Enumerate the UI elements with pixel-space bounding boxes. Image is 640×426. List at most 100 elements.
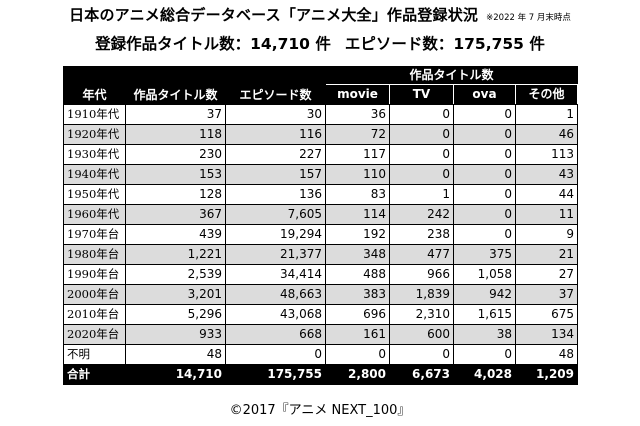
cell-titles: 367 [125,204,226,225]
cell-movie: 110 [325,164,390,185]
table-row: 2000年台 3,201 48,663 383 1,839 942 37 [63,284,579,305]
table-row: 1930年代 230 227 117 0 0 113 [63,144,579,165]
cell-movie: 117 [325,144,390,165]
header-group-titles: 作品タイトル数 [324,66,579,85]
cell-era: 不明 [63,344,126,365]
cell-movie: 2,800 [325,364,390,385]
cell-ova: 375 [453,244,516,265]
cell-era: 1940年代 [63,164,126,185]
cell-tv: 477 [389,244,454,265]
cell-era: 1920年代 [63,124,126,145]
table-row: 1970年台 439 19,294 192 238 0 9 [63,224,579,245]
summary-episodes: エピソード数：175,755 件 [344,35,545,53]
cell-movie: 161 [325,324,390,345]
cell-tv: 0 [389,104,454,125]
cell-tv: 0 [389,344,454,365]
cell-other: 1 [514,104,579,125]
header-titles: 作品タイトル数 [125,66,226,105]
cell-other: 37 [514,284,579,305]
cell-episodes: 0 [225,344,326,365]
cell-ova: 0 [453,184,516,205]
cell-tv: 1,839 [389,284,454,305]
header-tv: TV [389,84,454,105]
cell-era: 1930年代 [63,144,126,165]
title-row: 日本のアニメ総合データベース「アニメ大全」作品登録状況 ※2022 年 7 月末時… [0,4,640,26]
table-body: 1910年代 37 30 36 0 0 1 1920年代 118 116 72 … [63,104,579,385]
stats-table: 年代 作品タイトル数 エピソード数 作品タイトル数 movie TV ova そ… [63,66,579,385]
cell-era: 1990年台 [63,264,126,285]
cell-era: 1970年台 [63,224,126,245]
cell-episodes: 175,755 [225,364,326,385]
cell-ova: 1,058 [453,264,516,285]
cell-movie: 36 [325,104,390,125]
cell-episodes: 48,663 [225,284,326,305]
cell-titles: 2,539 [125,264,226,285]
cell-titles: 14,710 [125,364,226,385]
cell-titles: 439 [125,224,226,245]
cell-ova: 38 [453,324,516,345]
table-row: 2010年台 5,296 43,068 696 2,310 1,615 675 [63,304,579,325]
cell-episodes: 34,414 [225,264,326,285]
summary-titles: 登録作品タイトル数：14,710 件 [95,35,331,53]
cell-titles: 37 [125,104,226,125]
cell-titles: 3,201 [125,284,226,305]
cell-tv: 600 [389,324,454,345]
cell-episodes: 157 [225,164,326,185]
cell-titles: 1,221 [125,244,226,265]
cell-movie: 348 [325,244,390,265]
table-row: 1910年代 37 30 36 0 0 1 [63,104,579,125]
cell-episodes: 43,068 [225,304,326,325]
cell-other: 134 [514,324,579,345]
cell-other: 46 [514,124,579,145]
cell-tv: 6,673 [389,364,454,385]
cell-tv: 242 [389,204,454,225]
cell-other: 113 [514,144,579,165]
cell-titles: 5,296 [125,304,226,325]
cell-other: 44 [514,184,579,205]
cell-era: 1950年代 [63,184,126,205]
cell-ova: 0 [453,104,516,125]
cell-movie: 83 [325,184,390,205]
cell-movie: 192 [325,224,390,245]
cell-era: 1910年代 [63,104,126,125]
table-row: 1990年台 2,539 34,414 488 966 1,058 27 [63,264,579,285]
cell-episodes: 21,377 [225,244,326,265]
cell-ova: 0 [453,224,516,245]
cell-movie: 383 [325,284,390,305]
cell-ova: 0 [453,344,516,365]
cell-tv: 1 [389,184,454,205]
header-episodes: エピソード数 [225,66,326,105]
cell-era: 2000年台 [63,284,126,305]
cell-tv: 0 [389,164,454,185]
cell-tv: 238 [389,224,454,245]
cell-ova: 0 [453,164,516,185]
table-row: 1980年台 1,221 21,377 348 477 375 21 [63,244,579,265]
cell-titles: 118 [125,124,226,145]
cell-other: 21 [514,244,579,265]
cell-episodes: 19,294 [225,224,326,245]
table-row: 1950年代 128 136 83 1 0 44 [63,184,579,205]
cell-movie: 696 [325,304,390,325]
cell-era: 1980年台 [63,244,126,265]
cell-era: 合計 [63,364,126,385]
cell-episodes: 30 [225,104,326,125]
cell-other: 27 [514,264,579,285]
cell-era: 1960年代 [63,204,126,225]
table-row: 1920年代 118 116 72 0 0 46 [63,124,579,145]
cell-tv: 2,310 [389,304,454,325]
cell-tv: 966 [389,264,454,285]
cell-titles: 230 [125,144,226,165]
page-title: 日本のアニメ総合データベース「アニメ大全」作品登録状況 [69,6,479,24]
cell-episodes: 136 [225,184,326,205]
cell-ova: 4,028 [453,364,516,385]
cell-ova: 0 [453,204,516,225]
cell-episodes: 668 [225,324,326,345]
total-row: 合計 14,710 175,755 2,800 6,673 4,028 1,20… [63,364,579,385]
cell-movie: 114 [325,204,390,225]
cell-ova: 0 [453,144,516,165]
cell-titles: 153 [125,164,226,185]
cell-other: 48 [514,344,579,365]
date-note: ※2022 年 7 月末時点 [486,13,571,23]
cell-movie: 0 [325,344,390,365]
summary-row: 登録作品タイトル数：14,710 件エピソード数：175,755 件 [0,32,640,54]
